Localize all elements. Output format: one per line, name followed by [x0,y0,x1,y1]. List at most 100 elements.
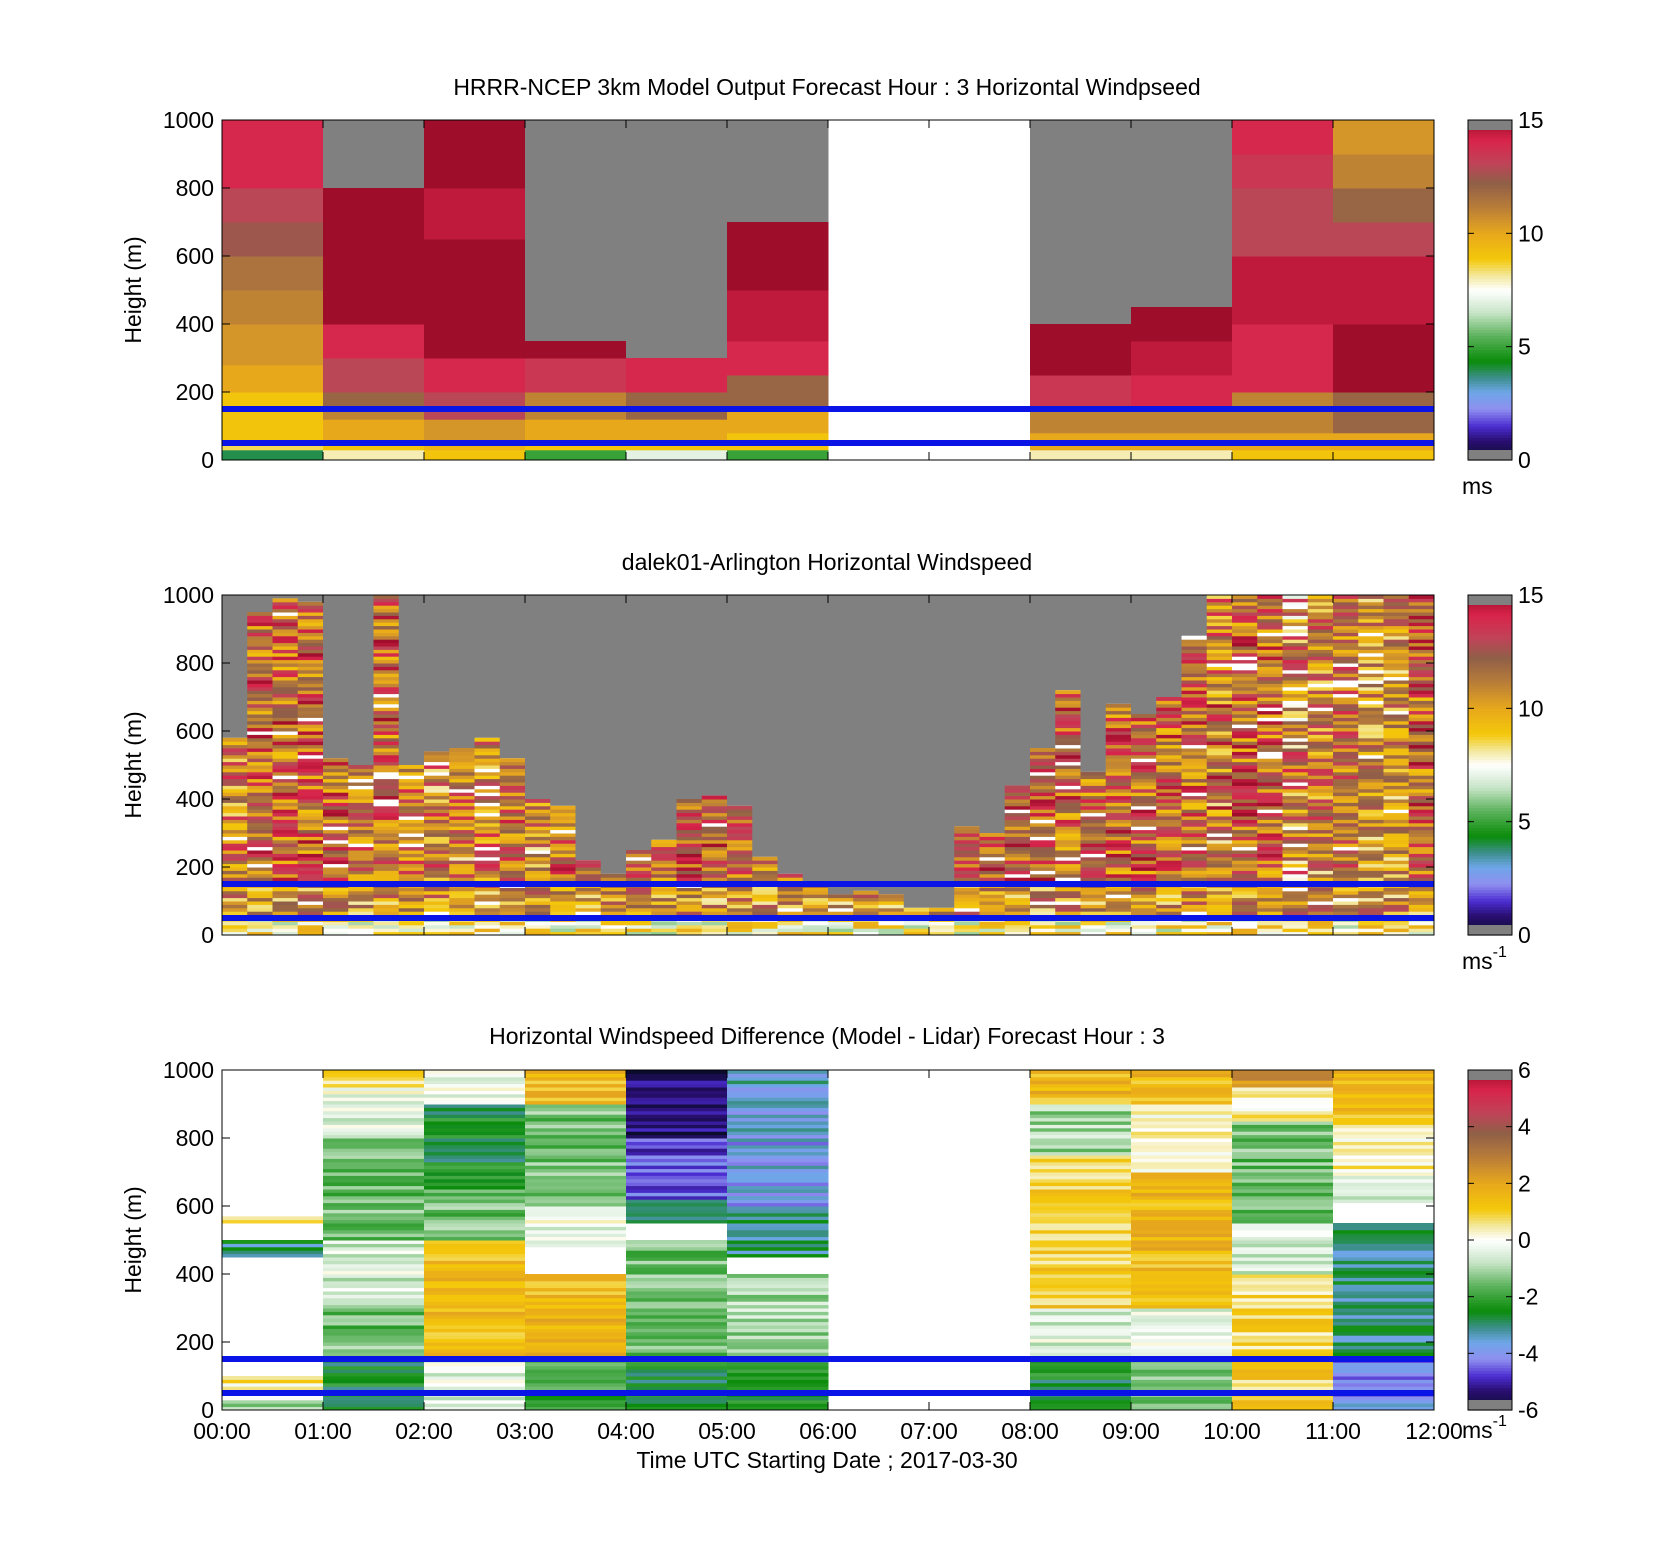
heatmap-cell [297,673,324,678]
heatmap-cell [1055,816,1081,820]
heatmap-cell [424,1121,526,1125]
heatmap-cell [424,877,450,882]
heatmap-cell [525,867,551,871]
heatmap-cell [247,904,273,909]
heatmap-cell [1232,1216,1334,1221]
colorbar-segment [1468,765,1512,769]
heatmap-cell [1030,1131,1132,1136]
heatmap-cell [1181,744,1208,749]
missing-data-cell [1181,595,1208,636]
heatmap-cell [979,853,1006,858]
heatmap-cell [1055,907,1081,912]
heatmap-cell [1383,720,1410,725]
heatmap-cell [1004,812,1031,817]
missing-data-cell [1131,120,1233,307]
heatmap-cell [1055,846,1081,851]
heatmap-cell [297,765,324,769]
missing-data-cell [247,595,273,612]
colorbar-segment [1468,1140,1512,1145]
colorbar-segment [1468,213,1512,217]
heatmap-cell [449,761,475,766]
heatmap-cell [474,839,501,844]
colorbar-segment [1468,151,1512,155]
heatmap-cell [1030,1260,1132,1265]
heatmap-cell [979,836,1006,841]
heatmap-cell [398,873,425,878]
heatmap-cell [1030,928,1056,933]
colorbar-segment [1468,1183,1512,1187]
heatmap-cell [474,761,501,766]
heatmap-cell [1358,731,1384,735]
heatmap-cell [701,887,728,892]
heatmap-cell [323,1093,425,1098]
heatmap-cell [929,911,955,916]
colorbar-segment [1468,903,1512,908]
colorbar-segment [1468,258,1512,263]
heatmap-cell [247,629,273,633]
heatmap-cell [1282,829,1309,834]
heatmap-cell [424,392,526,420]
heatmap-cell [1055,731,1081,735]
heatmap-cell [424,1294,526,1299]
heatmap-cell [474,809,501,814]
heatmap-cell [323,1070,425,1074]
heatmap-cell [1232,1100,1334,1105]
heatmap-cell [323,1250,425,1255]
heatmap-cell [1408,656,1435,661]
heatmap-cell [348,907,374,912]
colorbar-segment [1468,1240,1512,1244]
heatmap-cell [1333,652,1359,657]
heatmap-cell [727,1070,829,1074]
colorbar-segment [1468,309,1512,314]
heatmap-cell [373,853,400,858]
heatmap-cell [1030,758,1056,763]
heatmap-cell [499,887,526,892]
heatmap-cell [499,809,526,814]
heatmap-cell [1232,1372,1334,1377]
colorbar-segment [1468,813,1512,817]
heatmap-cell [550,853,576,858]
heatmap-cell [424,1104,526,1108]
heatmap-cell [727,1114,829,1119]
heatmap-cell [954,904,980,909]
heatmap-cell [1206,924,1233,929]
heatmap-cell [1333,931,1359,936]
heatmap-cell [424,1185,526,1190]
heatmap-cell [626,1386,728,1391]
colorbar-segment [1468,745,1512,749]
colorbar-segment [1468,275,1512,280]
heatmap-cell [1131,1338,1233,1343]
heatmap-cell [323,768,349,773]
heatmap-cell [525,1097,627,1102]
heatmap-cell [449,911,475,916]
heatmap-cell [1408,771,1435,776]
heatmap-cell [727,222,829,257]
heatmap-cell [424,1240,526,1244]
heatmap-cell [1232,622,1258,627]
heatmap-cell [1131,1328,1233,1333]
heatmap-cell [1206,673,1233,678]
heatmap-cell [1206,622,1233,627]
heatmap-cell [1055,707,1081,712]
heatmap-cell [525,1379,627,1384]
heatmap-cell [323,1155,425,1159]
x-tick-label: 10:00 [1203,1418,1261,1444]
heatmap-cell [1383,700,1410,705]
heatmap-cell [626,1345,728,1350]
heatmap-cell [1232,897,1258,902]
heatmap-cell [1232,894,1258,899]
heatmap-cell [1232,1396,1334,1401]
heatmap-cell [1307,622,1334,627]
heatmap-cell [1156,782,1182,786]
heatmap-cell [626,1138,728,1142]
heatmap-cell [727,1209,829,1214]
heatmap-cell [651,894,677,899]
heatmap-cell [1232,676,1258,681]
heatmap-cell [1232,1195,1334,1200]
heatmap-cell [575,904,602,909]
heatmap-cell [424,771,450,776]
heatmap-cell [1131,778,1157,783]
heatmap-cell [1232,1263,1334,1268]
y-tick-label: 400 [176,1261,214,1287]
missing-data-cell [727,120,829,222]
